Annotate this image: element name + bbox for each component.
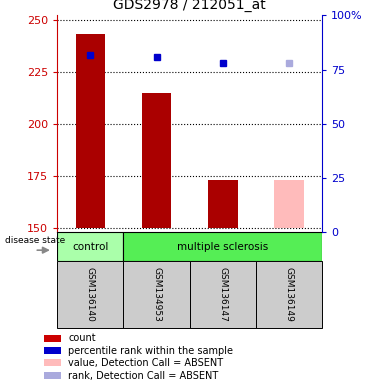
Bar [44,372,61,379]
Text: GSM136140: GSM136140 [86,267,95,322]
Bar [124,232,322,261]
Text: disease state: disease state [4,236,65,245]
Bar [208,180,238,228]
Text: GSM136147: GSM136147 [218,267,227,322]
Text: count: count [68,333,96,343]
Bar [44,347,61,354]
Text: percentile rank within the sample: percentile rank within the sample [68,346,233,356]
Bar [124,261,189,328]
Bar [75,34,105,228]
Bar [274,180,304,228]
Bar [57,232,124,261]
Text: rank, Detection Call = ABSENT: rank, Detection Call = ABSENT [68,371,219,381]
Title: GDS2978 / 212051_at: GDS2978 / 212051_at [113,0,266,12]
Bar [256,261,322,328]
Bar [189,261,256,328]
Bar [142,93,171,228]
Bar [44,335,61,342]
Bar [57,261,124,328]
Text: GSM136149: GSM136149 [284,267,293,322]
Text: GSM134953: GSM134953 [152,267,161,322]
Text: multiple sclerosis: multiple sclerosis [177,242,268,252]
Bar [44,359,61,366]
Text: value, Detection Call = ABSENT: value, Detection Call = ABSENT [68,358,223,368]
Text: control: control [72,242,109,252]
